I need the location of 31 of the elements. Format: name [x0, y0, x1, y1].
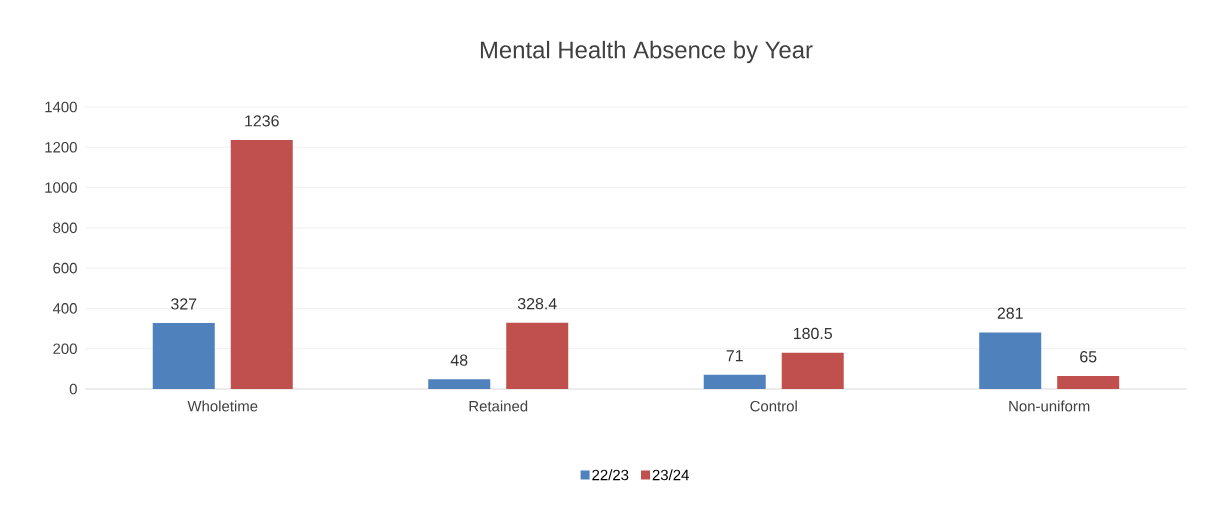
data-label: 71 [726, 350, 743, 362]
data-label: 1236 [245, 115, 279, 127]
y-tick-label: 800 [53, 222, 77, 234]
chart-title: Mental Health Absence by Year [480, 40, 813, 64]
x-tick-label: Non-uniform [1009, 400, 1090, 412]
bar [1057, 375, 1120, 389]
bar [781, 352, 844, 389]
data-label: 48 [450, 354, 468, 366]
bar [703, 374, 766, 389]
bar [979, 332, 1042, 389]
bar [230, 140, 293, 389]
y-tick-label: 1400 [45, 101, 77, 113]
y-tick-label: 0 [69, 383, 77, 395]
data-label: 328.4 [517, 298, 557, 310]
x-tick-label: Control [750, 400, 797, 412]
bar [152, 323, 215, 389]
data-label: 327 [171, 298, 197, 310]
legend-label: 23/24 [652, 469, 689, 481]
bar [428, 379, 491, 389]
data-label: 180.5 [794, 327, 832, 340]
data-label: 65 [1080, 351, 1097, 363]
y-tick-label: 400 [52, 303, 77, 314]
bar [506, 322, 569, 389]
x-tick-label: Wholetime [187, 400, 258, 412]
y-tick-label: 1000 [45, 182, 77, 193]
y-tick-label: 200 [53, 343, 77, 354]
legend-label: 22/23 [592, 469, 629, 481]
y-tick-label: 1200 [45, 141, 77, 153]
data-label: 281 [997, 307, 1023, 319]
x-tick-label: Retained [469, 400, 528, 412]
y-tick-label: 600 [53, 262, 77, 274]
